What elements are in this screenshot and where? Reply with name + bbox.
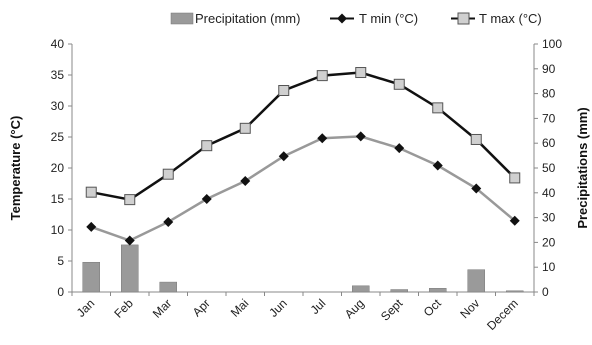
precipitation-bar [82, 261, 100, 293]
legend-precipitation-label: Precipitation (mm) [195, 11, 300, 26]
tmax-point [85, 186, 97, 198]
x-tick-label: Feb [111, 296, 136, 321]
y-right-tick-label: 90 [542, 62, 556, 76]
y-left-axis-title: Temperature (°C) [8, 116, 23, 221]
x-tick-label: Mai [228, 296, 252, 320]
legend-tmax-marker [457, 12, 470, 25]
tmax-point [470, 133, 482, 145]
y-left-tick-label: 40 [51, 37, 65, 51]
tmin-point [240, 176, 251, 187]
precipitation-bar [352, 285, 370, 293]
precipitation-bar [467, 269, 485, 293]
precipitation-bar [390, 289, 408, 293]
y-right-tick-label: 0 [542, 285, 549, 299]
y-right-tick-label: 10 [542, 260, 556, 274]
y-right-tick-label: 80 [542, 87, 556, 101]
y-right-tick-label: 40 [542, 186, 556, 200]
precipitation-bar [506, 290, 524, 293]
y-right-tick-label: 70 [542, 111, 556, 125]
y-left-tick-label: 25 [51, 130, 65, 144]
tmax-point [316, 70, 328, 82]
tmin-point [278, 151, 289, 162]
y-left-tick-label: 10 [51, 223, 65, 237]
tmax-point [432, 102, 444, 114]
tmax-line [91, 71, 516, 201]
legend-tmax-label: T max (°C) [479, 11, 542, 26]
tmax-point [278, 85, 290, 96]
y-right-tick-label: 100 [542, 37, 562, 51]
y-right-tick-label: 20 [542, 235, 556, 249]
x-tick-label: Apr [190, 296, 213, 319]
x-tick-label: Decem [484, 296, 521, 333]
tmax-point [239, 122, 251, 134]
tmax-point [124, 194, 136, 206]
tmax-point [201, 140, 213, 152]
y-left-tick-label: 35 [51, 68, 65, 82]
x-tick-label: Nov [457, 296, 482, 321]
x-tick-label: Oct [421, 296, 445, 320]
y-left-tick-label: 5 [57, 254, 64, 268]
precipitation-bar [429, 288, 447, 293]
x-tick-label: Jul [308, 296, 329, 317]
y-left-tick-label: 0 [57, 285, 64, 299]
y-right-tick-label: 30 [542, 211, 556, 225]
y-right-tick-label: 50 [542, 161, 556, 175]
tmin-point [355, 131, 366, 142]
tmax-point [509, 172, 521, 184]
precipitation-bar [121, 244, 139, 293]
x-tick-label: Sept [378, 296, 406, 324]
tmin-point [86, 221, 97, 232]
tmin-point [317, 133, 328, 144]
tmin-point [201, 194, 212, 204]
tmax-point [355, 67, 367, 79]
tmin-point [394, 143, 405, 154]
tmax-point [162, 168, 174, 180]
legend: Precipitation (mm) T min (°C) T max (°C) [170, 11, 542, 26]
x-tick-label: Mar [150, 296, 175, 321]
plot-area: 0 5 10 15 20 25 30 35 40 0 10 20 30 40 50 60 70 80 90 100 Ja… [51, 37, 563, 333]
y-left-tick-label: 20 [51, 161, 65, 175]
y-left-tick-label: 30 [51, 99, 65, 113]
x-tick-label: Jan [74, 296, 98, 320]
legend-precipitation-swatch [170, 12, 194, 25]
x-tick-label: Jun [266, 296, 290, 320]
y-right-tick-label: 60 [542, 136, 556, 150]
tmin-point [471, 183, 482, 194]
tmin-point [432, 160, 443, 171]
tmax-point [393, 78, 405, 90]
tmin-line [90, 135, 516, 242]
tmin-point [124, 235, 135, 246]
y-left-tick-label: 15 [51, 192, 65, 206]
tmin-point [509, 215, 520, 226]
x-tick-label: Aug [342, 296, 367, 321]
precipitation-bar [159, 281, 177, 293]
y-right-axis-title: Precipitations (mm) [575, 107, 590, 228]
legend-tmin-label: T min (°C) [359, 11, 418, 26]
legend-tmin-marker [337, 13, 347, 24]
tmin-point [163, 216, 174, 227]
